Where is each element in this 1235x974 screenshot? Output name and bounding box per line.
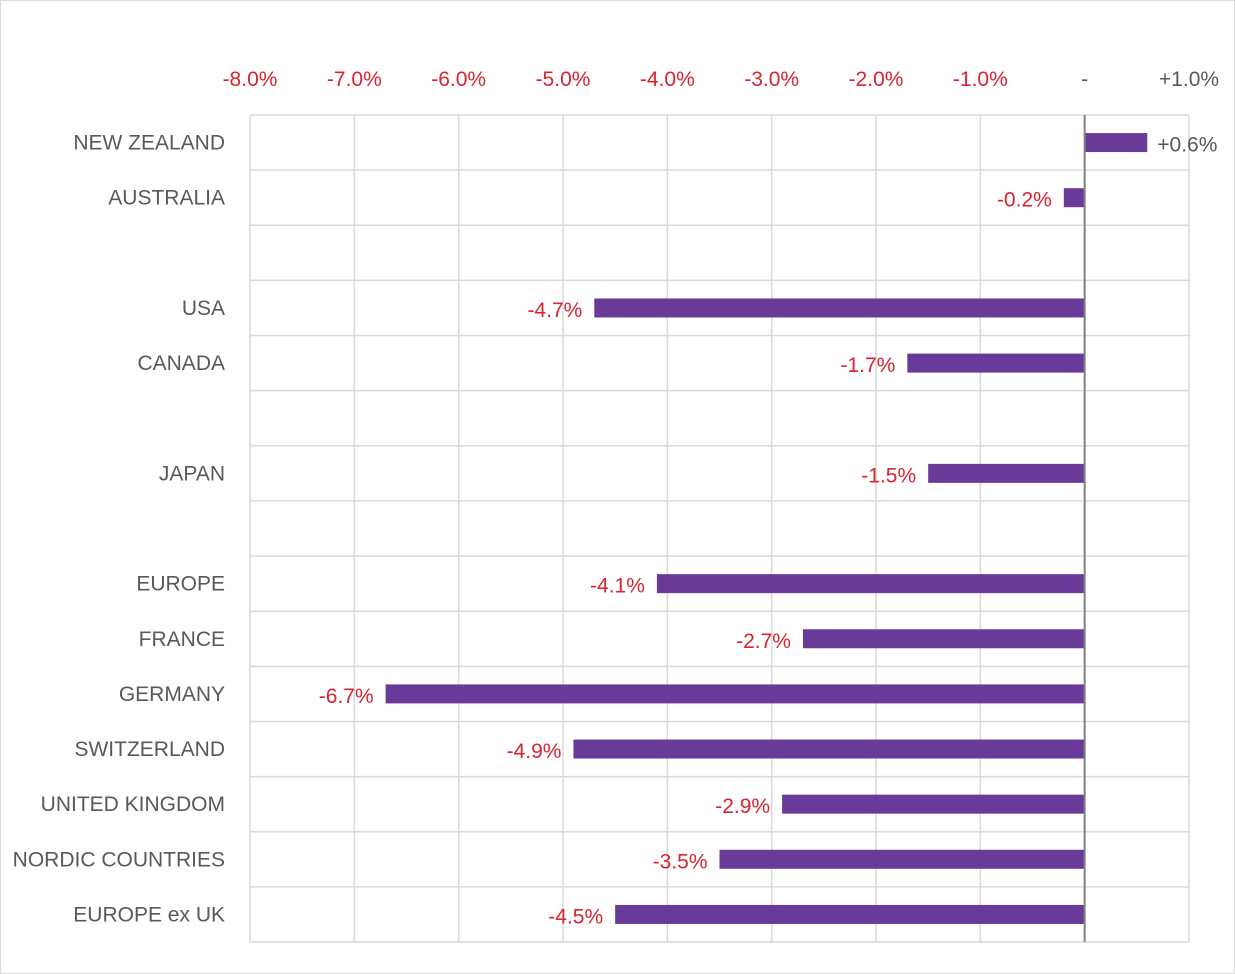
bar xyxy=(656,574,1085,594)
data-label: -3.5% xyxy=(653,850,708,873)
category-label: USA xyxy=(182,297,225,320)
category-labels: NEW ZEALAND AUSTRALIA USA CANADA JAPAN EUROPE… xyxy=(13,132,225,927)
category-label: EUROPE ex UK xyxy=(73,903,225,926)
x-axis-tick-labels: -8.0% -7.0% -6.0% -5.0% -4.0% -3.0% -2.0% -1.0%… xyxy=(223,68,1220,91)
bar xyxy=(385,684,1085,704)
category-label: JAPAN xyxy=(159,462,225,485)
category-label: NORDIC COUNTRIES xyxy=(13,848,225,871)
data-labels: +0.6% -0.2% -4.7% -1.7% -1.5% -4.1% -2.7% -6.7%… xyxy=(319,134,1218,929)
category-label: AUSTRALIA xyxy=(108,187,225,210)
category-label: EUROPE xyxy=(136,573,225,596)
category-label: FRANCE xyxy=(139,628,225,651)
data-label: -0.2% xyxy=(997,189,1052,212)
category-label: SWITZERLAND xyxy=(74,738,225,761)
data-label: -4.5% xyxy=(548,905,603,928)
bar xyxy=(802,629,1085,649)
x-tick-label: - xyxy=(1081,68,1088,91)
data-label: -2.9% xyxy=(715,795,770,818)
bars-layer xyxy=(385,133,1148,924)
x-tick-label: -7.0% xyxy=(327,68,382,91)
x-tick-label: -5.0% xyxy=(536,68,591,91)
category-label: NEW ZEALAND xyxy=(73,132,225,155)
x-tick-label: -3.0% xyxy=(744,68,799,91)
x-tick-label: -4.0% xyxy=(640,68,695,91)
data-label: -1.5% xyxy=(861,464,916,487)
data-label: -6.7% xyxy=(319,685,374,708)
bar xyxy=(907,353,1085,373)
bar xyxy=(928,463,1085,483)
category-label: UNITED KINGDOM xyxy=(41,793,225,816)
data-label: +0.6% xyxy=(1157,134,1217,157)
category-label: GERMANY xyxy=(119,683,225,706)
bar xyxy=(573,739,1085,759)
category-label: CANADA xyxy=(137,352,225,375)
x-tick-label: -6.0% xyxy=(431,68,486,91)
bar xyxy=(615,904,1085,924)
data-label: -1.7% xyxy=(840,354,895,377)
bar xyxy=(719,849,1085,869)
bar xyxy=(1063,188,1085,208)
data-label: -2.7% xyxy=(736,630,791,653)
bar xyxy=(782,794,1085,814)
x-tick-label: -1.0% xyxy=(953,68,1008,91)
bar xyxy=(594,298,1085,318)
bar xyxy=(1084,133,1148,153)
data-label: -4.7% xyxy=(527,299,582,322)
x-tick-label: -8.0% xyxy=(223,68,278,91)
data-label: -4.9% xyxy=(507,740,562,763)
data-label: -4.1% xyxy=(590,575,645,598)
x-tick-label: +1.0% xyxy=(1159,68,1219,91)
x-tick-label: -2.0% xyxy=(849,68,904,91)
